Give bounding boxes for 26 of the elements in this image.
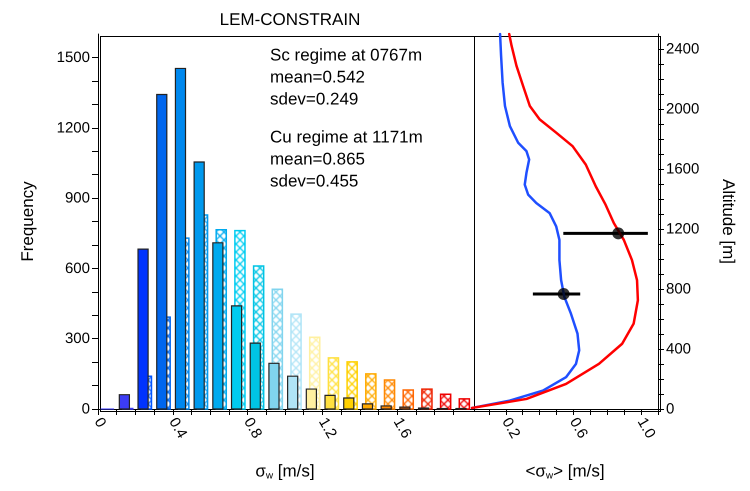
x-tick-label: 0.6 xyxy=(566,414,592,442)
x-tick-label: 1.0 xyxy=(634,414,659,442)
annotation: Cu regime at 1171m mean=0.865 sdev=0.455 xyxy=(270,128,423,190)
y2-tick-label: 2000 xyxy=(666,100,700,118)
y2-tick-label: 400 xyxy=(666,340,692,358)
x-tick-label: 1.6 xyxy=(390,414,415,442)
x-tick-label: 0.8 xyxy=(240,414,266,442)
y-tick-label: 1500 xyxy=(56,48,90,66)
y-tick-label: 300 xyxy=(64,330,90,348)
x-tick-label: 0.2 xyxy=(498,414,524,442)
x-tick-label: 0.4 xyxy=(165,414,191,442)
y2-tick-label: 0 xyxy=(666,400,674,418)
y-tick-label: 600 xyxy=(64,260,90,277)
y2-axis-title: Altitude [m] xyxy=(719,178,738,264)
y-tick-label: 1200 xyxy=(56,119,90,136)
x-tick-label: 0 xyxy=(90,414,110,430)
y2-tick-label: 1200 xyxy=(666,220,700,238)
y-tick-label: 900 xyxy=(64,190,90,207)
y2-tick-label: 800 xyxy=(666,280,692,298)
y-axis-title: Frequency xyxy=(18,180,37,262)
y2-tick-label: 2400 xyxy=(666,40,700,58)
y2-tick-label: 1600 xyxy=(666,160,700,178)
x-tick-label: 1.2 xyxy=(315,414,340,442)
chart-title: LEM-CONSTRAIN xyxy=(220,10,360,29)
y-tick-label: 0 xyxy=(82,400,90,418)
annotation: Sc regime at 0767m mean=0.542 sdev=0.249 xyxy=(270,46,422,108)
